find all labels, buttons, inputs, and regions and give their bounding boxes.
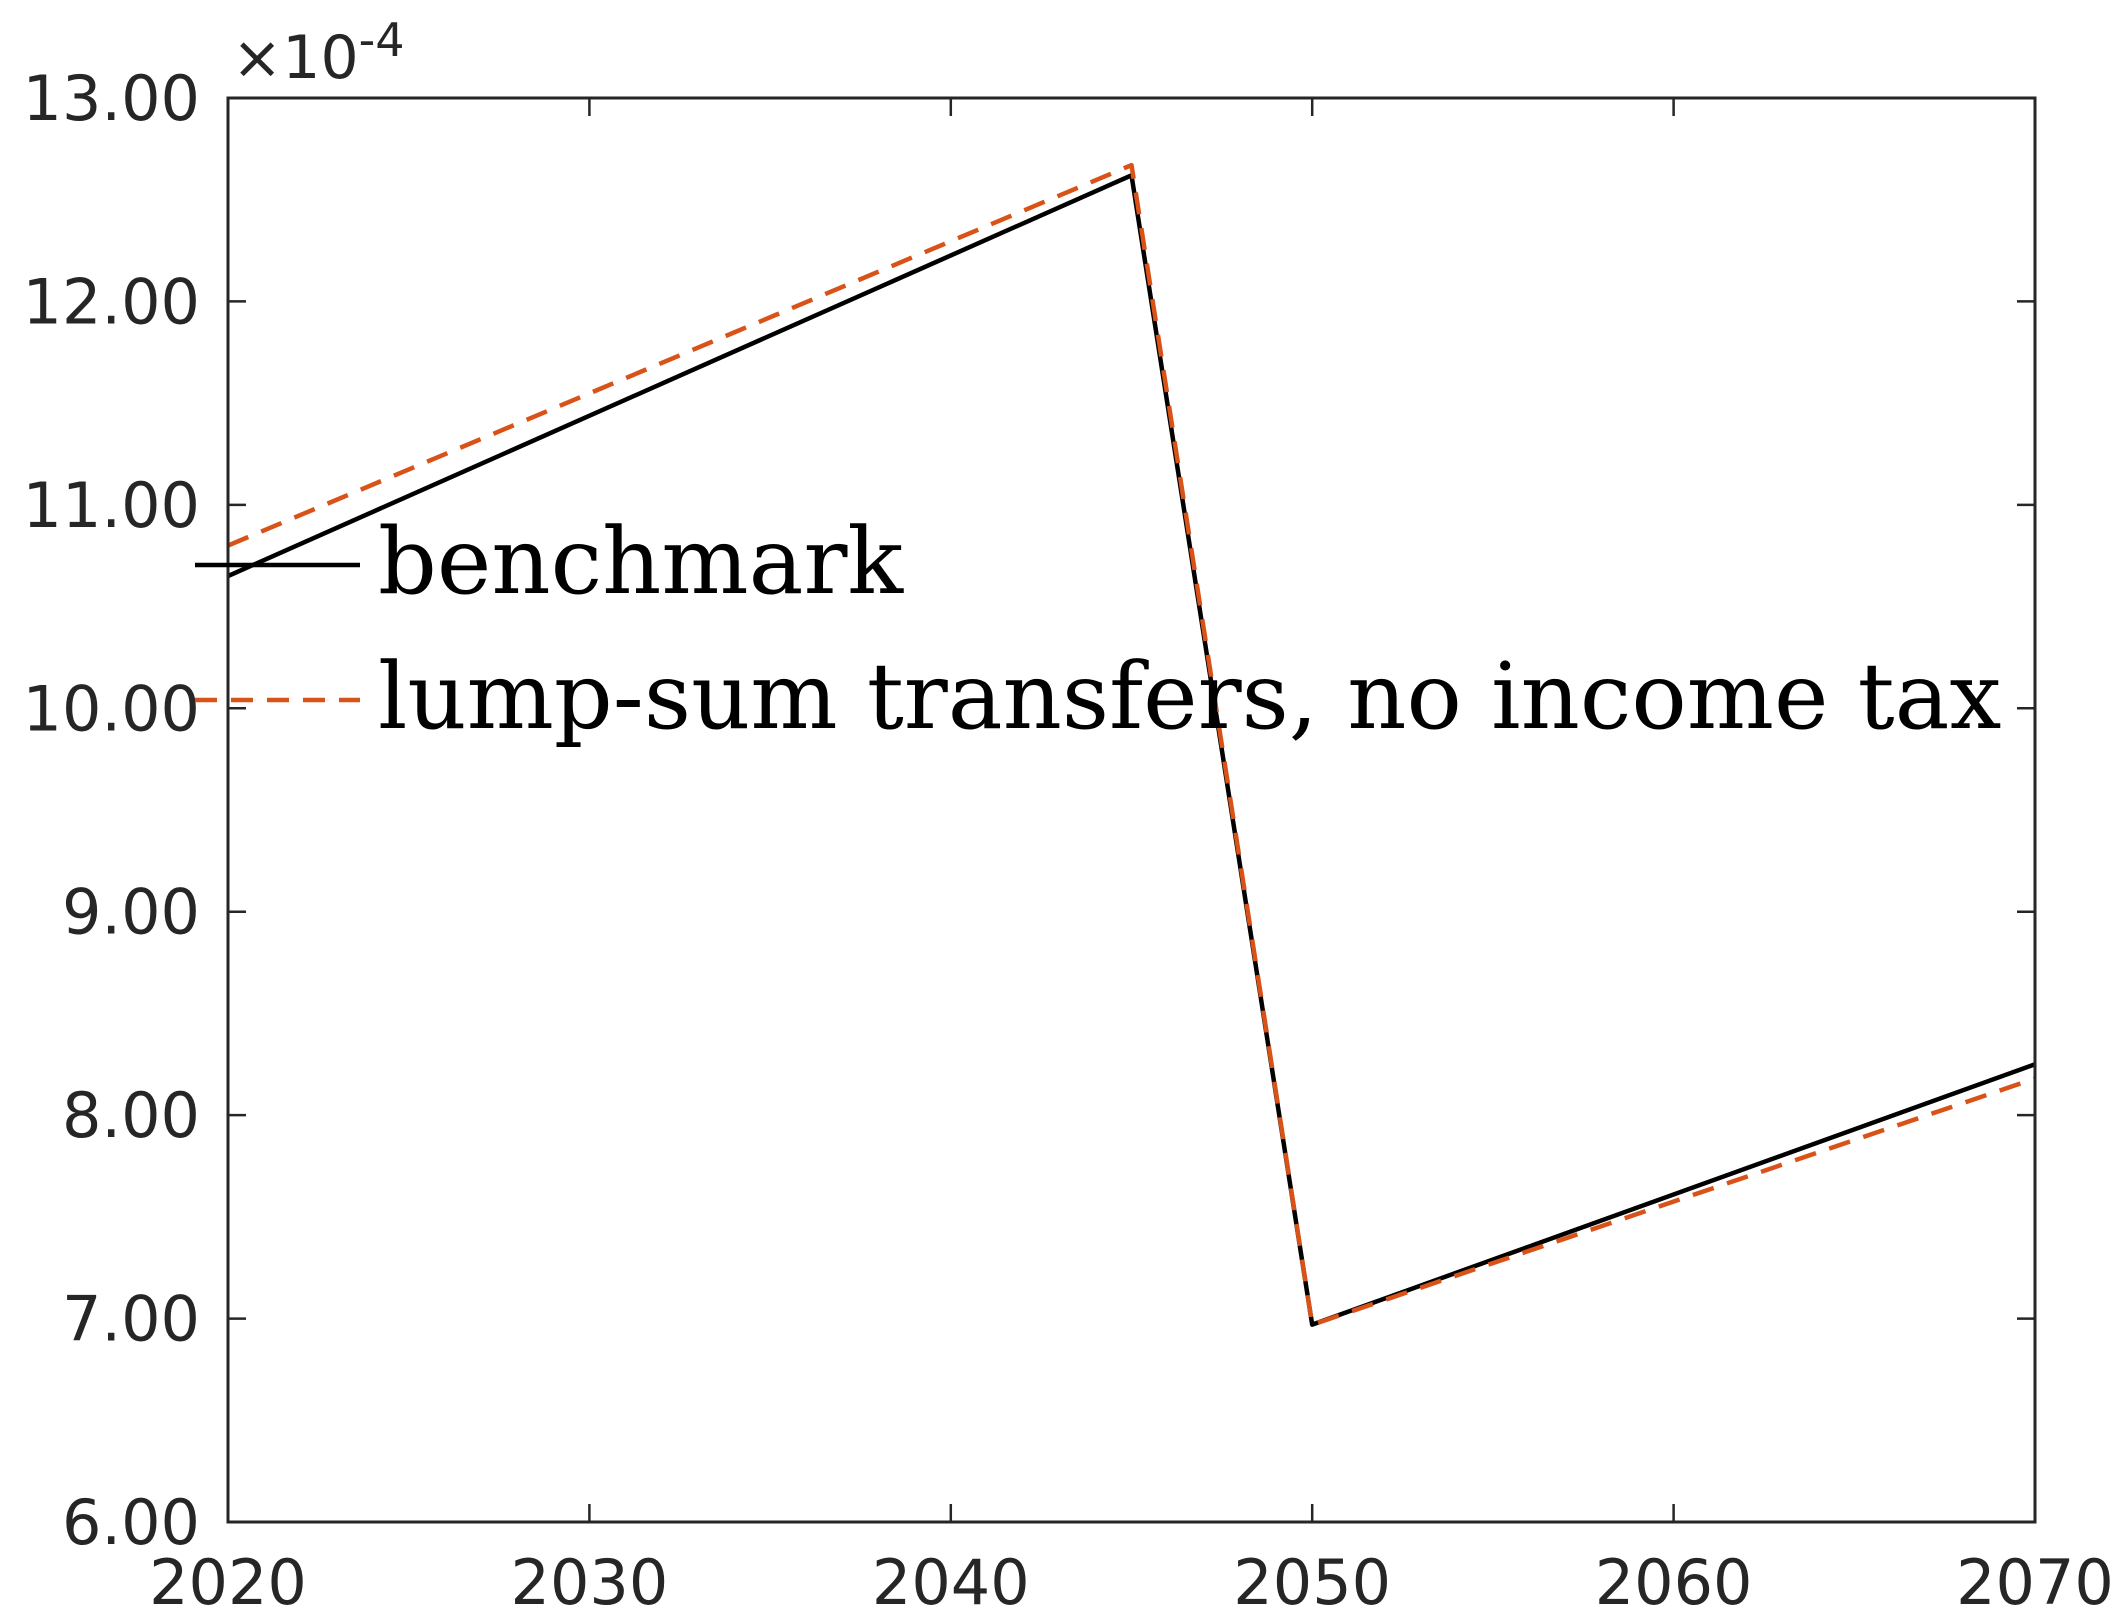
ticks-layer: 2020 2030 2040 2050 2060 2070 6.00 7.00 8.00 9.00… [23, 62, 2114, 1619]
series-line-benchmark [227, 173, 2036, 1327]
series-line-lump-sum [227, 162, 2036, 1327]
legend-label: benchmark [378, 508, 904, 615]
y-tick-label: 10.00 [23, 672, 201, 745]
y-multiplier-exponent: -4 [359, 13, 405, 67]
legend-label: lump-sum transfers, no income tax [378, 643, 2001, 750]
x-tick-label: 2020 [149, 1546, 307, 1619]
y-tick-label: 11.00 [23, 469, 201, 542]
y-tick-label: 6.00 [62, 1486, 200, 1559]
y-multiplier-base: ×10 [232, 23, 359, 93]
y-tick-label: 12.00 [23, 265, 201, 338]
x-tick-label: 2030 [511, 1546, 669, 1619]
x-tick-label: 2060 [1595, 1546, 1753, 1619]
y-tick-label: 7.00 [62, 1283, 200, 1356]
x-tick-label: 2050 [1233, 1546, 1391, 1619]
y-tick-label: 9.00 [62, 876, 200, 949]
axes-box [226, 96, 2037, 1524]
y-exponent-label: ×10-4 [232, 13, 405, 93]
y-tick-label: 8.00 [62, 1079, 200, 1152]
legend: benchmark lump-sum transfers, no income t… [195, 508, 2001, 750]
y-tick-label: 13.00 [23, 62, 201, 135]
series-layer [227, 162, 2036, 1327]
x-tick-label: 2070 [1956, 1546, 2114, 1619]
x-tick-label: 2040 [872, 1546, 1030, 1619]
